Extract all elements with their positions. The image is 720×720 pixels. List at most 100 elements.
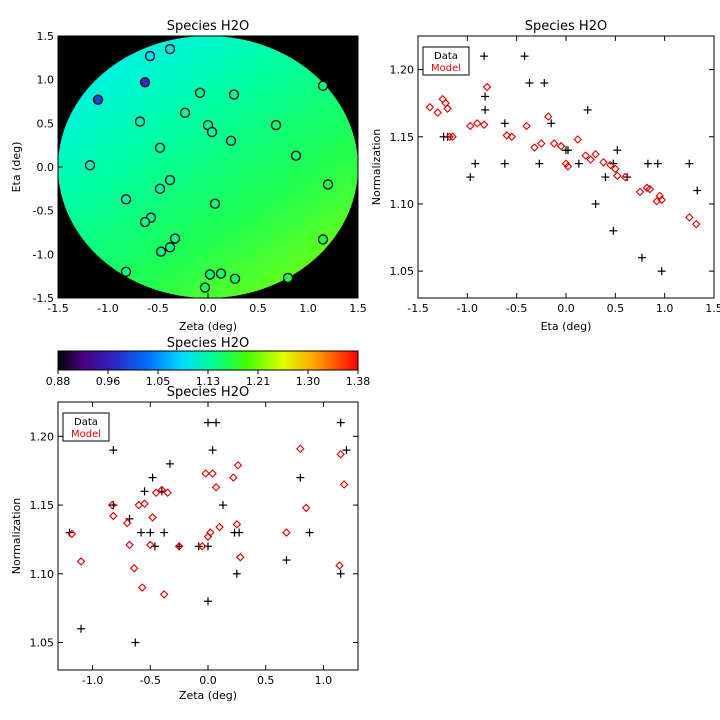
map-point xyxy=(322,179,334,190)
data-point xyxy=(685,159,694,168)
map-point xyxy=(225,135,237,147)
zeta-panel-legend: Data Model xyxy=(62,412,110,442)
x-tick-label: -1.5 xyxy=(407,302,428,315)
zeta-legend-data: Data xyxy=(74,417,98,428)
map-point xyxy=(194,87,206,98)
data-point xyxy=(574,159,583,168)
zeta-panel: Species H2O -1.0 -0.5 0.0 0.5 1.0 1.051.101.… xyxy=(10,385,359,702)
x-tick-label: 1.5 xyxy=(705,302,720,315)
data-point xyxy=(204,418,212,427)
model-point xyxy=(336,449,345,459)
y-tick-label: 1.05 xyxy=(30,637,55,650)
x-tick-label: -1.5 xyxy=(47,302,68,315)
data-point xyxy=(609,226,618,235)
zeta-panel-marks xyxy=(65,418,351,647)
map-point xyxy=(84,160,96,171)
y-tick-label: 1.15 xyxy=(390,131,415,144)
map-point xyxy=(144,50,156,62)
data-point xyxy=(282,556,291,565)
zeta-panel-x-label: Zeta (deg) xyxy=(179,689,237,702)
model-point xyxy=(125,540,134,550)
data-point xyxy=(165,459,174,468)
map-point xyxy=(282,272,294,284)
eta-panel-title: Species H2O xyxy=(525,19,607,34)
data-point xyxy=(208,446,217,455)
model-point xyxy=(657,195,666,205)
model-point xyxy=(146,540,155,550)
eta-panel-x-ticks: -1.5 -1.0 -0.5 0.0 0.5 1.0 1.5 xyxy=(407,36,720,315)
colorbar-ticks: 0.88 0.96 1.05 1.13 1.21 1.30 1.38 xyxy=(46,370,370,388)
data-point xyxy=(481,92,490,101)
colorbar-tick-label: 1.30 xyxy=(296,375,321,388)
data-point xyxy=(563,146,572,155)
map-point xyxy=(154,142,166,153)
eta-panel-x-label: Eta (deg) xyxy=(541,320,592,333)
map-point xyxy=(164,174,176,186)
zeta-panel-title: Species H2O xyxy=(167,385,249,400)
data-point xyxy=(623,173,632,182)
map-x-ticks: -1.5 -1.0 -0.5 0.0 0.5 1.0 1.5 xyxy=(47,293,367,315)
x-tick-label: -1.0 xyxy=(457,302,478,315)
map-title: Species H2O xyxy=(167,19,249,34)
map-y-ticks: -1.5 -1.0 -0.5 0.0 0.5 1.0 1.5 xyxy=(33,30,63,305)
model-point xyxy=(282,528,291,537)
model-point xyxy=(606,160,615,170)
data-point xyxy=(336,569,345,578)
map-points xyxy=(84,43,334,293)
data-point xyxy=(137,528,146,537)
model-point xyxy=(211,482,221,492)
zeta-panel-x-ticks: -1.0 -0.5 0.0 0.5 1.0 xyxy=(82,402,332,687)
data-point xyxy=(175,542,184,551)
model-point xyxy=(507,132,517,142)
y-tick-label: 1.15 xyxy=(30,499,55,512)
map-panel: Species H2O -1.5 -1.0 -0.5 0.0 0.5 1.0 1.5 -1.… xyxy=(10,19,367,333)
map-field-disc xyxy=(58,36,358,298)
map-point xyxy=(120,266,132,277)
model-point xyxy=(466,121,475,131)
model-point xyxy=(134,500,144,510)
model-point xyxy=(502,131,512,140)
data-point xyxy=(480,52,489,61)
data-point xyxy=(540,79,549,88)
model-point xyxy=(157,485,167,495)
data-point xyxy=(693,186,702,195)
x-tick-label: -1.0 xyxy=(97,302,118,315)
colorbar: Species H2O 0.88 0.96 1.05 1.13 1.21 1.30 1.38 xyxy=(46,336,371,388)
model-point xyxy=(140,499,149,508)
model-point xyxy=(522,121,531,131)
eta-panel: Species H2O -1.5 -1.0 -0.5 0.0 0.5 1.0 1.5 1.0… xyxy=(370,19,720,333)
model-point xyxy=(137,583,147,592)
eta-panel-marks xyxy=(425,52,702,276)
data-point xyxy=(583,105,592,114)
model-point xyxy=(581,151,591,160)
map-point xyxy=(134,116,146,127)
data-point xyxy=(609,159,618,168)
data-point xyxy=(591,199,600,208)
data-point xyxy=(232,569,241,578)
map-point xyxy=(228,89,240,100)
model-point xyxy=(76,557,86,566)
map-x-label: Zeta (deg) xyxy=(179,320,237,333)
model-point xyxy=(296,444,305,454)
data-point xyxy=(296,473,305,482)
model-point xyxy=(236,553,245,562)
data-point xyxy=(613,146,622,155)
model-point xyxy=(201,469,210,478)
data-point xyxy=(643,159,652,168)
map-point xyxy=(164,242,176,253)
zeta-legend-model: Model xyxy=(71,429,101,440)
model-point xyxy=(655,191,665,201)
model-point xyxy=(197,542,207,551)
data-point xyxy=(336,418,345,427)
map-point xyxy=(139,77,151,88)
map-point xyxy=(164,43,176,55)
model-point xyxy=(174,542,184,551)
model-point xyxy=(563,162,573,171)
map-point xyxy=(290,150,302,161)
model-point xyxy=(620,172,630,182)
data-point xyxy=(131,638,140,647)
zeta-panel-frame xyxy=(57,401,359,671)
model-point xyxy=(438,94,447,104)
x-tick-label: 1.5 xyxy=(349,302,367,315)
data-point xyxy=(146,528,155,537)
